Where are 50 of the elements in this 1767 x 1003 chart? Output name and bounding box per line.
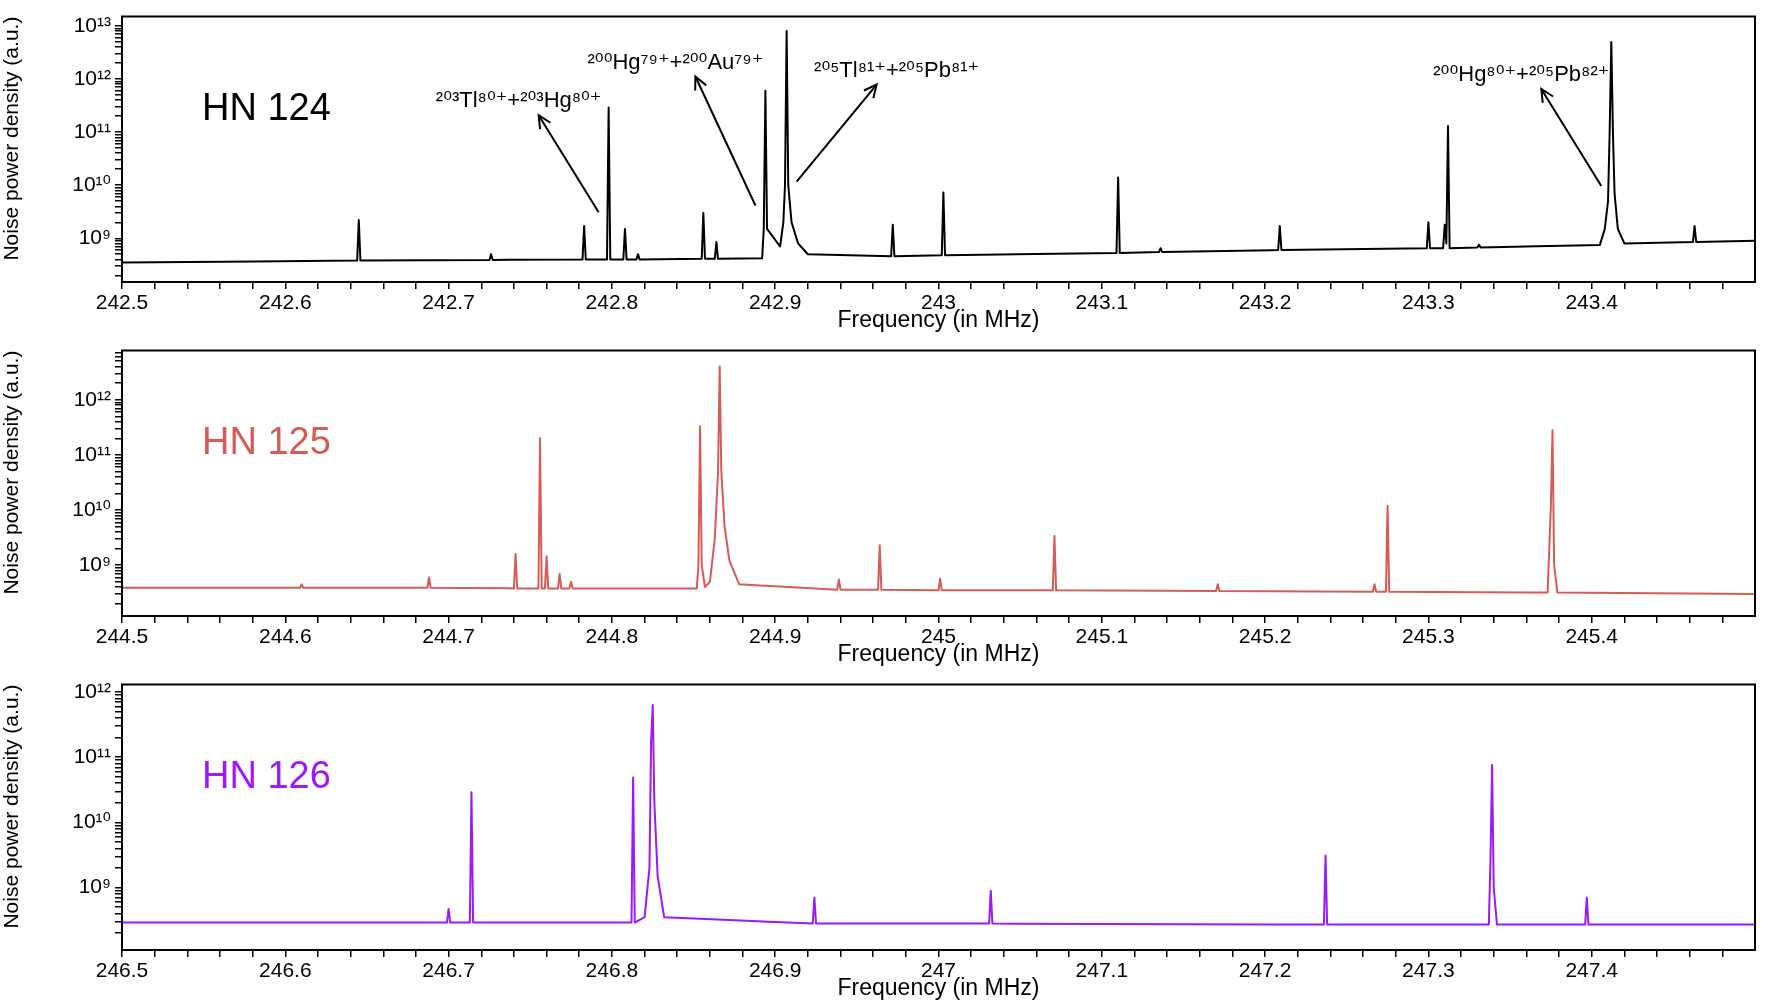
x-tick-label: 247.4 [1565,958,1619,982]
y-tick-label: 10¹³ [73,12,111,36]
annotation: HN 124 [202,85,331,128]
x-tick-label: 244.9 [748,624,802,648]
x-tick-label: 247.2 [1238,958,1292,982]
x-tick-label: 244.8 [585,624,639,648]
y-tick-label: 10¹² [73,65,111,89]
x-tick-label: 246.7 [422,958,475,982]
x-tick-label: 246.8 [585,958,639,982]
y-tick-label: 10¹¹ [73,743,111,767]
x-tick-label: 245.2 [1238,624,1292,648]
annotation: ²⁰⁵Tl⁸¹⁺+²⁰⁵Pb⁸¹⁺ [814,56,980,82]
x-tick-label: 246.6 [259,958,312,982]
y-tick-label: 10¹⁰ [72,809,111,833]
x-tick-label: 247.1 [1075,958,1129,982]
y-axis-title: Noise power density (a.u.) [0,16,23,261]
x-tick-label: 242.5 [95,290,149,314]
annotation: ²⁰³Tl⁸⁰⁺+²⁰³Hg⁸⁰⁺ [435,87,602,113]
y-tick-label: 10¹⁰ [72,496,111,520]
y-tick-label: 10¹² [73,678,111,702]
y-tick-label: 10¹¹ [73,118,111,142]
x-tick-label: 244.5 [95,624,149,648]
y-axis-title: Noise power density (a.u.) [0,350,23,595]
annotation: HN 125 [202,419,331,462]
x-tick-label: 244.6 [259,624,312,648]
y-tick-label: 10⁹ [78,225,111,249]
x-tick-label: 245.3 [1402,624,1455,648]
y-tick-label: 10¹² [73,386,111,410]
x-tick-label: 243.3 [1402,290,1455,314]
y-tick-label: 10⁹ [78,552,111,576]
x-tick-label: 247.3 [1402,958,1455,982]
x-tick-label: 242.8 [585,290,639,314]
x-tick-label: 244.7 [422,624,475,648]
y-tick-label: 10⁹ [78,874,111,898]
annotation: ²⁰⁰Hg⁸⁰⁺+²⁰⁵Pb⁸²⁺ [1433,60,1610,86]
x-tick-label: 243.1 [1075,290,1129,314]
x-tick-label: 242.9 [748,290,802,314]
x-tick-label: 242.6 [259,290,312,314]
annotation: ²⁰⁰Hg⁷⁹⁺+²⁰⁰Au⁷⁹⁺ [587,48,764,74]
x-tick-label: 242.7 [422,290,475,314]
y-axis-title: Noise power density (a.u.) [0,684,23,929]
x-tick-label: 243.4 [1565,290,1619,314]
x-tick-label: 243.2 [1238,290,1292,314]
y-tick-label: 10¹⁰ [72,171,111,195]
x-tick-label: 246.9 [748,958,802,982]
x-tick-label: 245.4 [1565,624,1619,648]
x-tick-label: 245.1 [1075,624,1129,648]
y-tick-label: 10¹¹ [73,441,111,465]
annotation: HN 126 [202,753,331,796]
x-tick-label: 246.5 [95,958,149,982]
